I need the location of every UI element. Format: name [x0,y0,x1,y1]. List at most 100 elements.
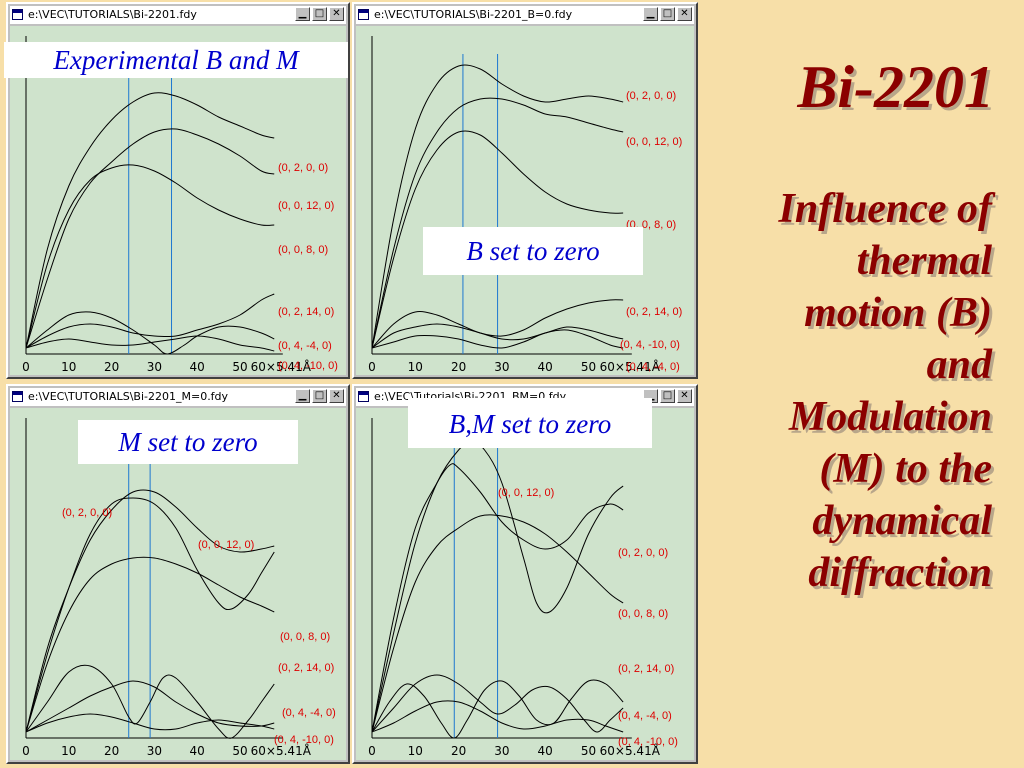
plot-svg: 0 10 20 30 40 50 60×5.41Å (0, 2, 0, 0) (0, 0, 12… [22,36,338,374]
plot-svg: 0 10 20 30 40 50 60×5.41Å (0, 2, 0, 0) (0, 0, 12… [22,418,336,758]
x-tick-label: 40 [538,360,553,374]
curve-label: (0, 4, -4, 0) [278,340,332,352]
x-tick-label: 50 [232,360,247,374]
caption-m-zero: M set to zero [78,420,298,464]
curve [25,92,275,349]
curve [371,64,624,349]
curve [25,497,275,733]
minimize-button[interactable]: ▁ [295,389,310,403]
x-tick-label: 40 [538,744,553,758]
curve-label: (0, 2, 14, 0) [626,306,682,318]
x-tick-label: 20 [451,360,466,374]
close-button[interactable]: ✕ [329,7,344,21]
curve [25,128,275,349]
window-icon[interactable] [358,391,369,402]
curve-label: (0, 2, 0, 0) [626,90,676,102]
close-button[interactable]: ✕ [329,389,344,403]
window-bm-zero[interactable]: e:\VEC\Tutorials\Bi-2201_BM=0.fdy ▁ □ ✕ … [352,384,698,764]
window-icon[interactable] [12,9,23,20]
curve [25,335,275,352]
subtitle-line: diffraction [808,550,992,596]
curve [371,514,624,733]
x-tick-label: 30 [494,360,509,374]
x-tick-label: 0 [368,744,376,758]
curve [25,556,275,733]
x-tick-label: 30 [147,360,162,374]
curve [371,443,624,733]
curve [371,463,624,733]
x-tick-label: 10 [408,744,423,758]
caption-bm-zero: B,M set to zero [408,398,652,448]
curve-label: (0, 4, -4, 0) [282,707,336,719]
x-tick-label: 20 [451,744,466,758]
window-b-zero[interactable]: e:\VEC\TUTORIALS\Bi-2201_B=0.fdy ▁ □ ✕ 0… [352,2,698,379]
maximize-button[interactable]: □ [660,389,675,403]
close-icon: ✕ [680,390,689,401]
x-tick-label: 30 [147,744,162,758]
subtitle-line: thermal [856,238,992,284]
curve [371,674,624,733]
slide-heading: Bi-2201 [797,54,994,120]
maximize-button[interactable]: □ [660,7,675,21]
window-titlebar[interactable]: e:\VEC\TUTORIALS\Bi-2201.fdy ▁ □ ✕ [10,6,346,24]
minimize-icon: ▁ [298,8,307,19]
maximize-button[interactable]: □ [312,7,327,21]
window-titlebar[interactable]: e:\VEC\TUTORIALS\Bi-2201_M=0.fdy ▁ □ ✕ [10,388,346,406]
curve-label: (0, 0, 8, 0) [280,631,330,643]
curve-label: (0, 0, 8, 0) [278,244,328,256]
curve [371,323,624,349]
minimize-button[interactable]: ▁ [643,7,658,21]
maximize-icon: □ [662,390,673,401]
close-icon: ✕ [680,8,689,19]
curve-label: (0, 0, 12, 0) [198,539,254,551]
x-unit-label: 60×5.41Å [600,743,661,758]
curve [371,329,624,349]
plot-area: 0 10 20 30 40 50 60×5.41Å (0, 2, 0, 0) (0, 0, 12… [10,26,346,375]
close-button[interactable]: ✕ [677,389,692,403]
subtitle-line: (M) to the [819,446,992,492]
minimize-icon: ▁ [298,390,307,401]
x-tick-label: 0 [22,360,30,374]
curve [25,713,275,733]
minimize-icon: ▁ [646,390,655,401]
caption-b-zero: B set to zero [423,227,643,275]
x-unit-label: 60×5.41Å [251,359,312,374]
curve [25,311,275,355]
x-tick-label: 50 [581,744,596,758]
caption-experimental: Experimental B and M [4,42,348,78]
curve-label: (0, 4, -10, 0) [620,339,680,351]
subtitle-line: motion (B) [804,290,992,336]
curve-label: (0, 2, 14, 0) [618,663,674,675]
x-tick-label: 20 [104,744,119,758]
curve-label: (0, 4, -4, 0) [626,361,680,373]
x-unit-label: 60×5.41Å [600,359,661,374]
plot-area: 0 10 20 30 40 50 60×5.41Å (0, 2, 0, 0) (0, 0, 12… [356,26,694,375]
subtitle-line: Modulation [788,394,992,440]
curve-label: (0, 0, 12, 0) [278,200,334,212]
curve-label: (0, 4, -4, 0) [618,710,672,722]
curve [371,299,624,349]
curve-label: (0, 2, 14, 0) [278,662,334,674]
maximize-icon: □ [314,390,325,401]
window-icon[interactable] [358,9,369,20]
x-tick-label: 10 [408,360,423,374]
curve [371,679,624,739]
maximize-button[interactable]: □ [312,389,327,403]
minimize-icon: ▁ [646,8,655,19]
curve-label: (0, 2, 0, 0) [278,162,328,174]
window-icon[interactable] [12,391,23,402]
plot-svg: 0 10 20 30 40 50 60×5.41Å (0, 2, 0, 0) (0, 0, 12… [368,36,682,374]
curve [25,164,275,349]
x-tick-label: 50 [232,744,247,758]
x-tick-label: 10 [61,360,76,374]
curve-label: (0, 0, 8, 0) [618,608,668,620]
curve-label: (0, 2, 0, 0) [618,547,668,559]
window-titlebar[interactable]: e:\VEC\TUTORIALS\Bi-2201_B=0.fdy ▁ □ ✕ [356,6,694,24]
x-tick-label: 20 [104,360,119,374]
curve-label: (0, 2, 0, 0) [62,507,112,519]
window-title: e:\VEC\TUTORIALS\Bi-2201_M=0.fdy [28,390,229,403]
x-tick-label: 40 [190,744,205,758]
close-button[interactable]: ✕ [677,7,692,21]
x-tick-label: 30 [494,744,509,758]
minimize-button[interactable]: ▁ [295,7,310,21]
